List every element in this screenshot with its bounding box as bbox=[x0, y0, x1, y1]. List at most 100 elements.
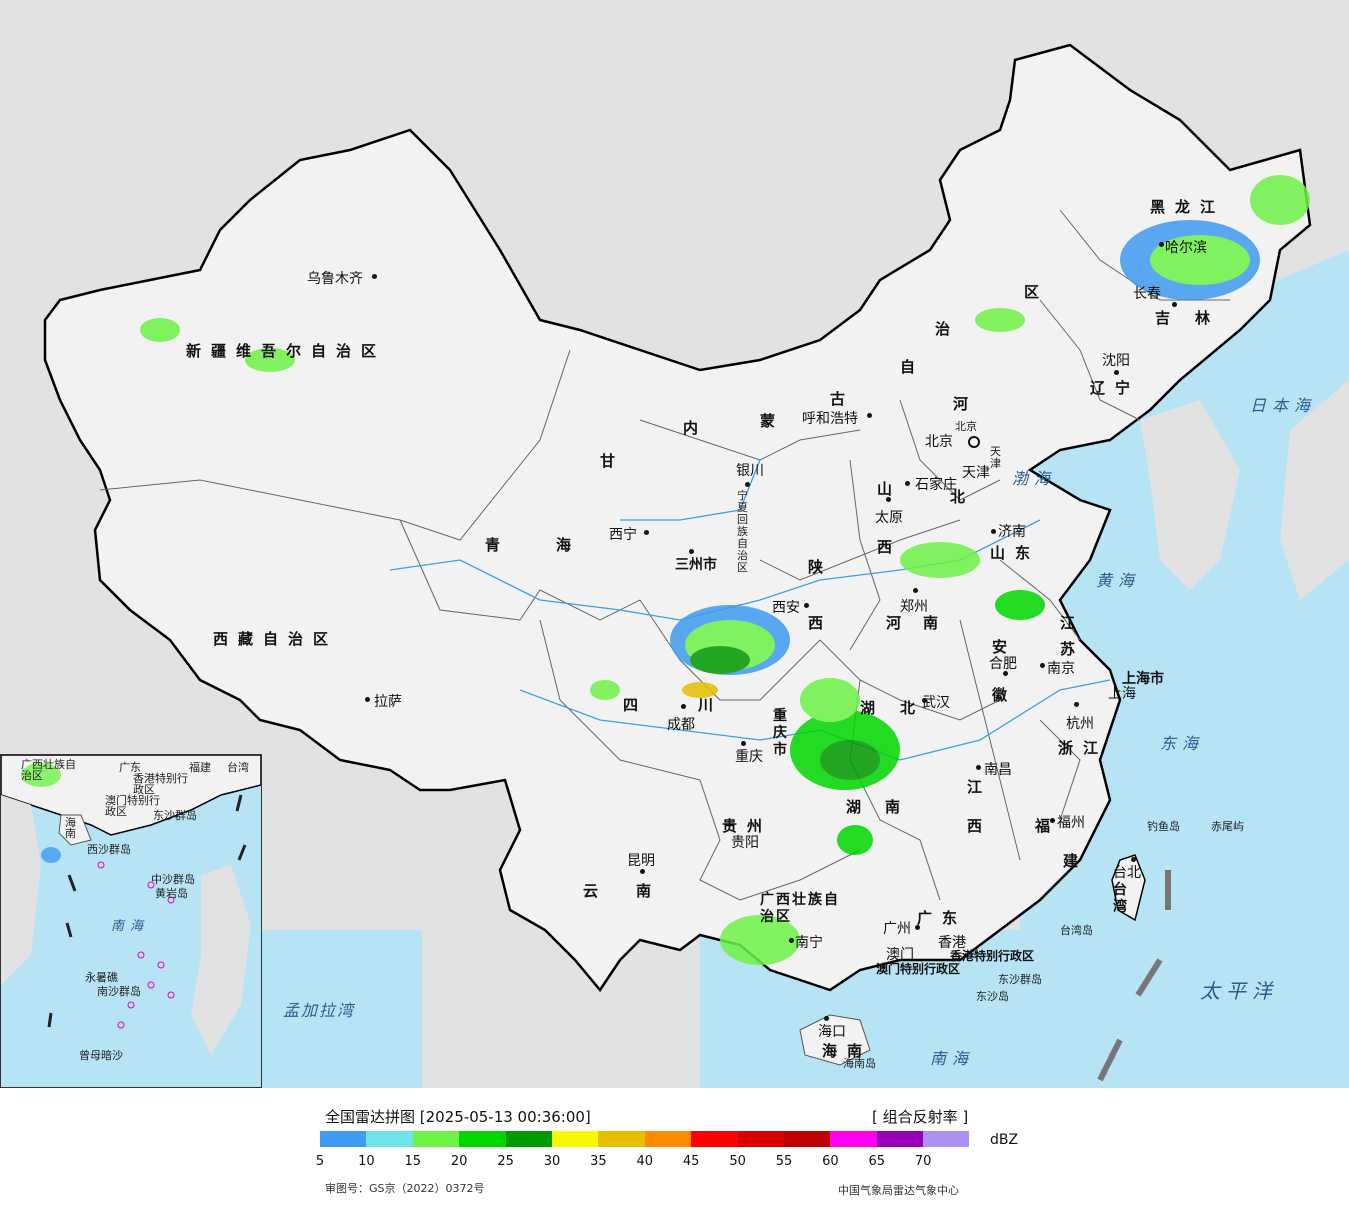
scale-tick-label: 10 bbox=[358, 1154, 375, 1169]
scale-swatch-55 bbox=[783, 1131, 831, 1147]
island-label-diaoyu: 钓鱼岛 bbox=[1147, 820, 1180, 833]
inset-label-taiwan: 台湾 bbox=[227, 761, 249, 774]
region-label-tianjin: 天津 bbox=[990, 445, 1001, 470]
region-label-hebei-2: 北 bbox=[950, 488, 976, 506]
scale-swatch-10 bbox=[366, 1131, 413, 1147]
hainan-island bbox=[799, 1014, 871, 1066]
city-dot-guangzhou bbox=[915, 925, 920, 930]
island-label-hainan-dao: 海南岛 bbox=[843, 1057, 876, 1070]
japan-sea-area bbox=[1160, 250, 1349, 430]
inset-canvas bbox=[1, 755, 261, 1055]
city-dot-harbin bbox=[1159, 242, 1164, 247]
region-label-hongkong: 香港特别行政区 bbox=[950, 949, 1035, 963]
region-label-henan-2: 南 bbox=[923, 614, 949, 632]
region-label-jiangxi-2: 西 bbox=[967, 817, 993, 835]
reflectivity-scale-ticks: 5 10 15 20 25 30 35 40 45 50 55 60 65 70 bbox=[316, 1154, 970, 1172]
region-label-jiangxi-1: 江 bbox=[967, 778, 993, 796]
region-label-lanzhou-city: 三州市 bbox=[675, 557, 717, 573]
region-label-liaoning: 辽宁 bbox=[1090, 379, 1141, 397]
scale-swatch-5 bbox=[320, 1131, 367, 1147]
region-label-xizang: 西藏自治区 bbox=[213, 630, 339, 648]
scale-swatch-20 bbox=[459, 1131, 506, 1147]
city-label-guangzhou: 广州 bbox=[883, 921, 911, 937]
region-label-jilin-1: 吉 bbox=[1155, 309, 1181, 327]
region-label-zhejiang: 浙江 bbox=[1058, 739, 1109, 757]
city-label-xian: 西安 bbox=[772, 600, 800, 616]
inset-label-dongsha: 东沙群岛 bbox=[153, 809, 197, 822]
region-label-heilongjiang: 黑龙江 bbox=[1150, 198, 1226, 216]
scale-tick-label: 55 bbox=[775, 1154, 793, 1169]
city-label-kunming: 昆明 bbox=[627, 853, 655, 869]
sea-label-japan-sea: 日本海 bbox=[1250, 396, 1317, 415]
city-label-fuzhou: 福州 bbox=[1057, 815, 1085, 831]
province-borders bbox=[99, 209, 1230, 901]
region-label-neimenggu-2: 蒙 bbox=[760, 412, 786, 430]
city-label-chengdu: 成都 bbox=[667, 717, 695, 733]
inset-label-zhongsha: 中沙群岛 bbox=[151, 873, 195, 886]
city-label-shijiazhuang: 石家庄 bbox=[915, 477, 957, 493]
city-label-jinan: 济南 bbox=[998, 524, 1026, 540]
region-label-hunan-2: 南 bbox=[885, 798, 911, 816]
taiwan-island bbox=[1111, 854, 1146, 922]
city-label-taibei: 台北 bbox=[1113, 865, 1141, 881]
sea-label-bohai: 渤海 bbox=[1012, 469, 1057, 488]
city-label-lhasa: 拉萨 bbox=[374, 694, 402, 710]
city-label-tianjin: 天津 bbox=[962, 465, 990, 481]
scale-tick-label: 40 bbox=[636, 1154, 654, 1169]
region-label-shaanxi-1: 陕 bbox=[808, 558, 834, 576]
sea-label-east-sea: 东海 bbox=[1160, 734, 1205, 753]
city-label-shanghai: 上海 bbox=[1108, 686, 1136, 702]
region-label-guangxi: 广西壮族自治区 bbox=[760, 892, 840, 925]
region-label-henan-1: 河 bbox=[886, 614, 912, 632]
region-label-taiwan: 台湾 bbox=[1113, 882, 1127, 915]
region-label-xinjiang: 新疆维吾尔自治区 bbox=[186, 342, 387, 360]
scale-tick-label: 35 bbox=[590, 1154, 607, 1169]
city-label-changchun: 长春 bbox=[1133, 286, 1161, 302]
scale-swatch-70 bbox=[923, 1131, 970, 1147]
city-dot-kunming bbox=[640, 869, 645, 874]
scale-swatch-65 bbox=[876, 1131, 924, 1147]
city-label-urumqi: 乌鲁木齐 bbox=[307, 271, 363, 287]
radar-echoes bbox=[140, 175, 1310, 965]
inset-label-huangyan: 黄岩岛 bbox=[155, 887, 188, 900]
region-label-sichuan-2: 川 bbox=[698, 696, 724, 714]
city-label-macau: 澳门 bbox=[886, 947, 914, 963]
china-map-canvas bbox=[43, 43, 1349, 1088]
reflectivity-color-scale bbox=[320, 1131, 970, 1147]
region-label-neimenggu-6: 区 bbox=[1024, 283, 1050, 301]
city-dot-nanjing bbox=[1040, 663, 1045, 668]
inset-label-guangdong: 广东 bbox=[119, 761, 141, 774]
scale-tick-label: 30 bbox=[543, 1154, 561, 1169]
region-label-hubei-1: 湖 bbox=[860, 699, 886, 717]
region-label-neimenggu-1: 内 bbox=[683, 419, 709, 437]
region-label-gansu: 甘 bbox=[600, 452, 626, 470]
city-label-xining: 西宁 bbox=[609, 527, 637, 543]
region-label-yunnan-1: 云 bbox=[583, 882, 609, 900]
region-label-neimenggu-5: 治 bbox=[935, 320, 961, 338]
city-dot-lanzhou bbox=[689, 549, 694, 554]
city-dot-shijiazhuang bbox=[905, 481, 910, 486]
region-label-shaanxi-2: 西 bbox=[808, 614, 834, 632]
city-dot-chengdu bbox=[681, 704, 686, 709]
scale-swatch-45 bbox=[691, 1131, 738, 1147]
city-dot-zhengzhou bbox=[913, 588, 918, 593]
city-label-hongkong: 香港 bbox=[938, 935, 966, 951]
scale-tick-label: 70 bbox=[914, 1154, 932, 1169]
map-approval-number: 审图号：GS京（2022）0372号 bbox=[325, 1182, 485, 1195]
radar-map[interactable]: 新疆维吾尔自治区 西藏自治区 青 海 甘 内 蒙 古 自 治 区 黑龙江 吉 林… bbox=[0, 0, 1349, 1089]
region-label-fujian-2: 建 bbox=[1063, 852, 1089, 870]
scale-swatch-60 bbox=[830, 1131, 877, 1147]
sea-label-south-sea: 南海 bbox=[930, 1049, 975, 1068]
city-dot-xian bbox=[804, 603, 809, 608]
region-label-jiangsu-1: 江 bbox=[1060, 614, 1086, 632]
inset-label-yongshu: 永暑礁 bbox=[85, 971, 118, 984]
region-label-yunnan-2: 南 bbox=[636, 882, 662, 900]
city-label-guiyang: 贵阳 bbox=[731, 835, 759, 851]
region-label-sichuan-1: 四 bbox=[623, 696, 649, 714]
city-label-nanning: 南宁 bbox=[795, 935, 823, 951]
region-label-shanghai: 上海市 bbox=[1122, 671, 1164, 687]
city-label-nanjing: 南京 bbox=[1047, 661, 1075, 677]
island-label-dongsha-dao: 东沙岛 bbox=[976, 990, 1009, 1003]
inset-label-xisha: 西沙群岛 bbox=[87, 843, 131, 856]
